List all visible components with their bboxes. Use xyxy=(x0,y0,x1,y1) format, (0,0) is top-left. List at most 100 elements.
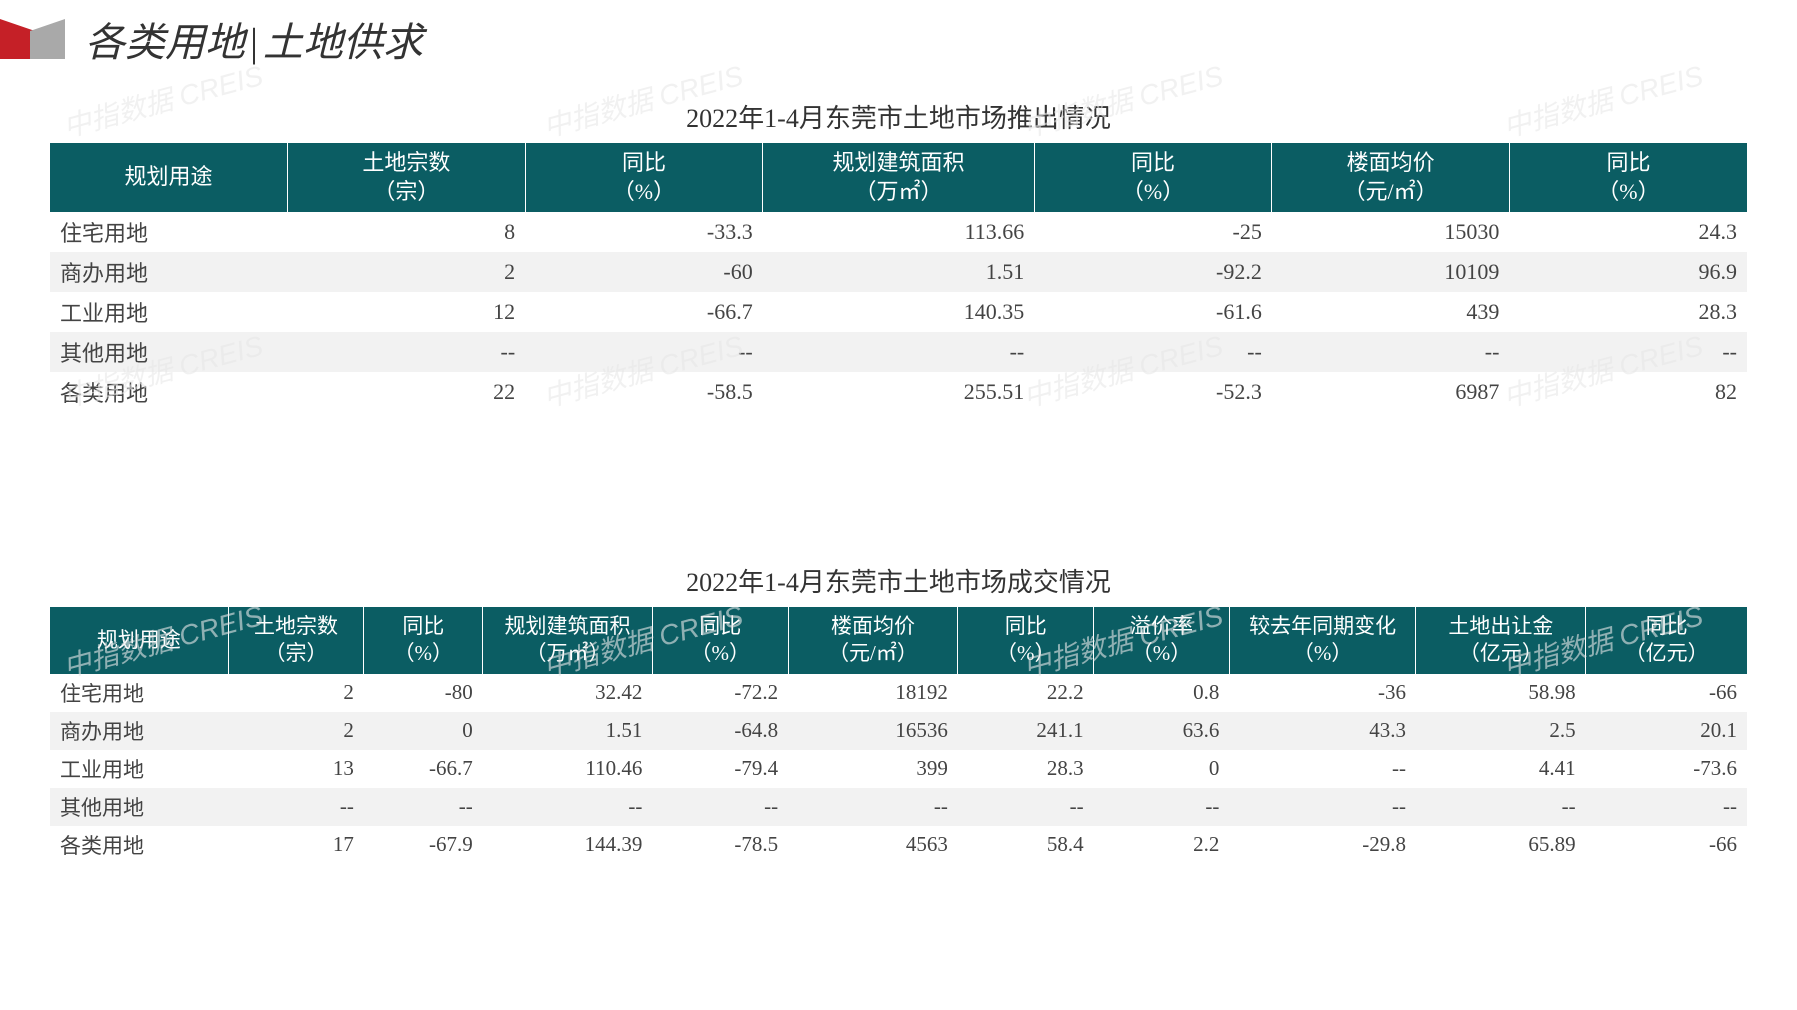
table1-cell-r0-c4: -25 xyxy=(1034,212,1272,252)
table2-cell-r2-c6: 28.3 xyxy=(958,750,1094,788)
table2-cell-r3-c6: -- xyxy=(958,788,1094,826)
table2-cell-r4-c10: -66 xyxy=(1586,826,1747,864)
table1-cell-r1-c2: -60 xyxy=(525,252,763,292)
table1-cell-r0-c5: 15030 xyxy=(1272,212,1510,252)
table2-col-8: 较去年同期变化（%） xyxy=(1229,607,1416,674)
table1-cell-r3-c5: -- xyxy=(1272,332,1510,372)
table1-cell-r0-c3: 113.66 xyxy=(763,212,1035,252)
table2-cell-r3-c7: -- xyxy=(1094,788,1230,826)
table1-cell-r2-c4: -61.6 xyxy=(1034,292,1272,332)
table2-cell-r0-c3: 32.42 xyxy=(483,674,653,712)
table2-cell-r2-c4: -79.4 xyxy=(652,750,788,788)
table1-col-1: 土地宗数（宗） xyxy=(288,143,526,212)
table1-title: 2022年1-4月东莞市土地市场推出情况 xyxy=(0,98,1797,135)
table2-cell-r2-c3: 110.46 xyxy=(483,750,653,788)
title-part1: 各类用地 xyxy=(85,20,245,65)
table-row: 其他用地------------ xyxy=(50,332,1747,372)
table2: 规划用途土地宗数（宗）同比（%）规划建筑面积（万㎡）同比（%）楼面均价（元/㎡）… xyxy=(50,607,1747,864)
table2-col-5: 楼面均价（元/㎡） xyxy=(788,607,958,674)
table1-cell-r0-c2: -33.3 xyxy=(525,212,763,252)
table1-cell-r1-c0: 商办用地 xyxy=(50,252,288,292)
table1-cell-r0-c6: 24.3 xyxy=(1509,212,1747,252)
table2-cell-r3-c9: -- xyxy=(1416,788,1586,826)
table1-col-2: 同比（%） xyxy=(525,143,763,212)
table1-cell-r0-c1: 8 xyxy=(288,212,526,252)
table1-cell-r4-c2: -58.5 xyxy=(525,372,763,412)
table2-cell-r0-c9: 58.98 xyxy=(1416,674,1586,712)
table2-cell-r2-c1: 13 xyxy=(228,750,364,788)
logo-red-shape xyxy=(0,19,35,59)
table2-col-10: 同比（亿元） xyxy=(1586,607,1747,674)
table1-cell-r4-c0: 各类用地 xyxy=(50,372,288,412)
title-part2: 土地供求 xyxy=(263,20,423,65)
table-row: 住宅用地8-33.3113.66-251503024.3 xyxy=(50,212,1747,252)
table2-cell-r3-c8: -- xyxy=(1229,788,1416,826)
table2-cell-r4-c5: 4563 xyxy=(788,826,958,864)
table2-cell-r3-c10: -- xyxy=(1586,788,1747,826)
table1-cell-r2-c2: -66.7 xyxy=(525,292,763,332)
table1-cell-r1-c5: 10109 xyxy=(1272,252,1510,292)
table2-cell-r1-c6: 241.1 xyxy=(958,712,1094,750)
table2-cell-r4-c9: 65.89 xyxy=(1416,826,1586,864)
table-row: 工业用地13-66.7110.46-79.439928.30--4.41-73.… xyxy=(50,750,1747,788)
table2-cell-r0-c2: -80 xyxy=(364,674,483,712)
table1-cell-r1-c4: -92.2 xyxy=(1034,252,1272,292)
table2-cell-r0-c6: 22.2 xyxy=(958,674,1094,712)
title-divider: | xyxy=(245,20,263,65)
table2-cell-r1-c9: 2.5 xyxy=(1416,712,1586,750)
table2-cell-r2-c0: 工业用地 xyxy=(50,750,228,788)
table2-col-4: 同比（%） xyxy=(652,607,788,674)
table2-cell-r0-c1: 2 xyxy=(228,674,364,712)
table2-cell-r0-c4: -72.2 xyxy=(652,674,788,712)
table1-col-0: 规划用途 xyxy=(50,143,288,212)
table1-cell-r2-c1: 12 xyxy=(288,292,526,332)
table2-cell-r1-c0: 商办用地 xyxy=(50,712,228,750)
table2-cell-r1-c5: 16536 xyxy=(788,712,958,750)
table-row: 各类用地17-67.9144.39-78.5456358.42.2-29.865… xyxy=(50,826,1747,864)
table2-cell-r4-c7: 2.2 xyxy=(1094,826,1230,864)
table2-cell-r0-c8: -36 xyxy=(1229,674,1416,712)
table-row: 住宅用地2-8032.42-72.21819222.20.8-3658.98-6… xyxy=(50,674,1747,712)
table2-title: 2022年1-4月东莞市土地市场成交情况 xyxy=(0,562,1797,599)
table2-cell-r0-c5: 18192 xyxy=(788,674,958,712)
table1-cell-r3-c4: -- xyxy=(1034,332,1272,372)
table2-cell-r2-c10: -73.6 xyxy=(1586,750,1747,788)
table1-cell-r4-c5: 6987 xyxy=(1272,372,1510,412)
table1-cell-r4-c3: 255.51 xyxy=(763,372,1035,412)
table1-col-3: 规划建筑面积（万㎡） xyxy=(763,143,1035,212)
table2-col-6: 同比（%） xyxy=(958,607,1094,674)
table2-header-row: 规划用途土地宗数（宗）同比（%）规划建筑面积（万㎡）同比（%）楼面均价（元/㎡）… xyxy=(50,607,1747,674)
table1-cell-r3-c1: -- xyxy=(288,332,526,372)
table1-cell-r4-c6: 82 xyxy=(1509,372,1747,412)
table1-cell-r4-c1: 22 xyxy=(288,372,526,412)
table2-col-2: 同比（%） xyxy=(364,607,483,674)
table2-cell-r0-c0: 住宅用地 xyxy=(50,674,228,712)
table2-cell-r1-c10: 20.1 xyxy=(1586,712,1747,750)
table2-cell-r1-c4: -64.8 xyxy=(652,712,788,750)
table-row: 工业用地12-66.7140.35-61.643928.3 xyxy=(50,292,1747,332)
table1-col-6: 同比（%） xyxy=(1509,143,1747,212)
table2-cell-r1-c7: 63.6 xyxy=(1094,712,1230,750)
table2-cell-r1-c2: 0 xyxy=(364,712,483,750)
table2-cell-r4-c8: -29.8 xyxy=(1229,826,1416,864)
table1-cell-r1-c3: 1.51 xyxy=(763,252,1035,292)
table2-col-3: 规划建筑面积（万㎡） xyxy=(483,607,653,674)
table2-cell-r2-c8: -- xyxy=(1229,750,1416,788)
table2-cell-r1-c8: 43.3 xyxy=(1229,712,1416,750)
table2-cell-r0-c10: -66 xyxy=(1586,674,1747,712)
table1-cell-r2-c6: 28.3 xyxy=(1509,292,1747,332)
table2-cell-r4-c1: 17 xyxy=(228,826,364,864)
table1-cell-r2-c0: 工业用地 xyxy=(50,292,288,332)
table1-cell-r1-c1: 2 xyxy=(288,252,526,292)
table1-header-row: 规划用途土地宗数（宗）同比（%）规划建筑面积（万㎡）同比（%）楼面均价（元/㎡）… xyxy=(50,143,1747,212)
table2-cell-r4-c6: 58.4 xyxy=(958,826,1094,864)
page-title: 各类用地|土地供求 xyxy=(85,10,423,68)
table2-cell-r4-c0: 各类用地 xyxy=(50,826,228,864)
table1-cell-r1-c6: 96.9 xyxy=(1509,252,1747,292)
table1-cell-r3-c0: 其他用地 xyxy=(50,332,288,372)
table2-cell-r1-c1: 2 xyxy=(228,712,364,750)
table2-col-7: 溢价率（%） xyxy=(1094,607,1230,674)
table2-cell-r2-c5: 399 xyxy=(788,750,958,788)
table2-col-1: 土地宗数（宗） xyxy=(228,607,364,674)
table1-col-5: 楼面均价（元/㎡） xyxy=(1272,143,1510,212)
